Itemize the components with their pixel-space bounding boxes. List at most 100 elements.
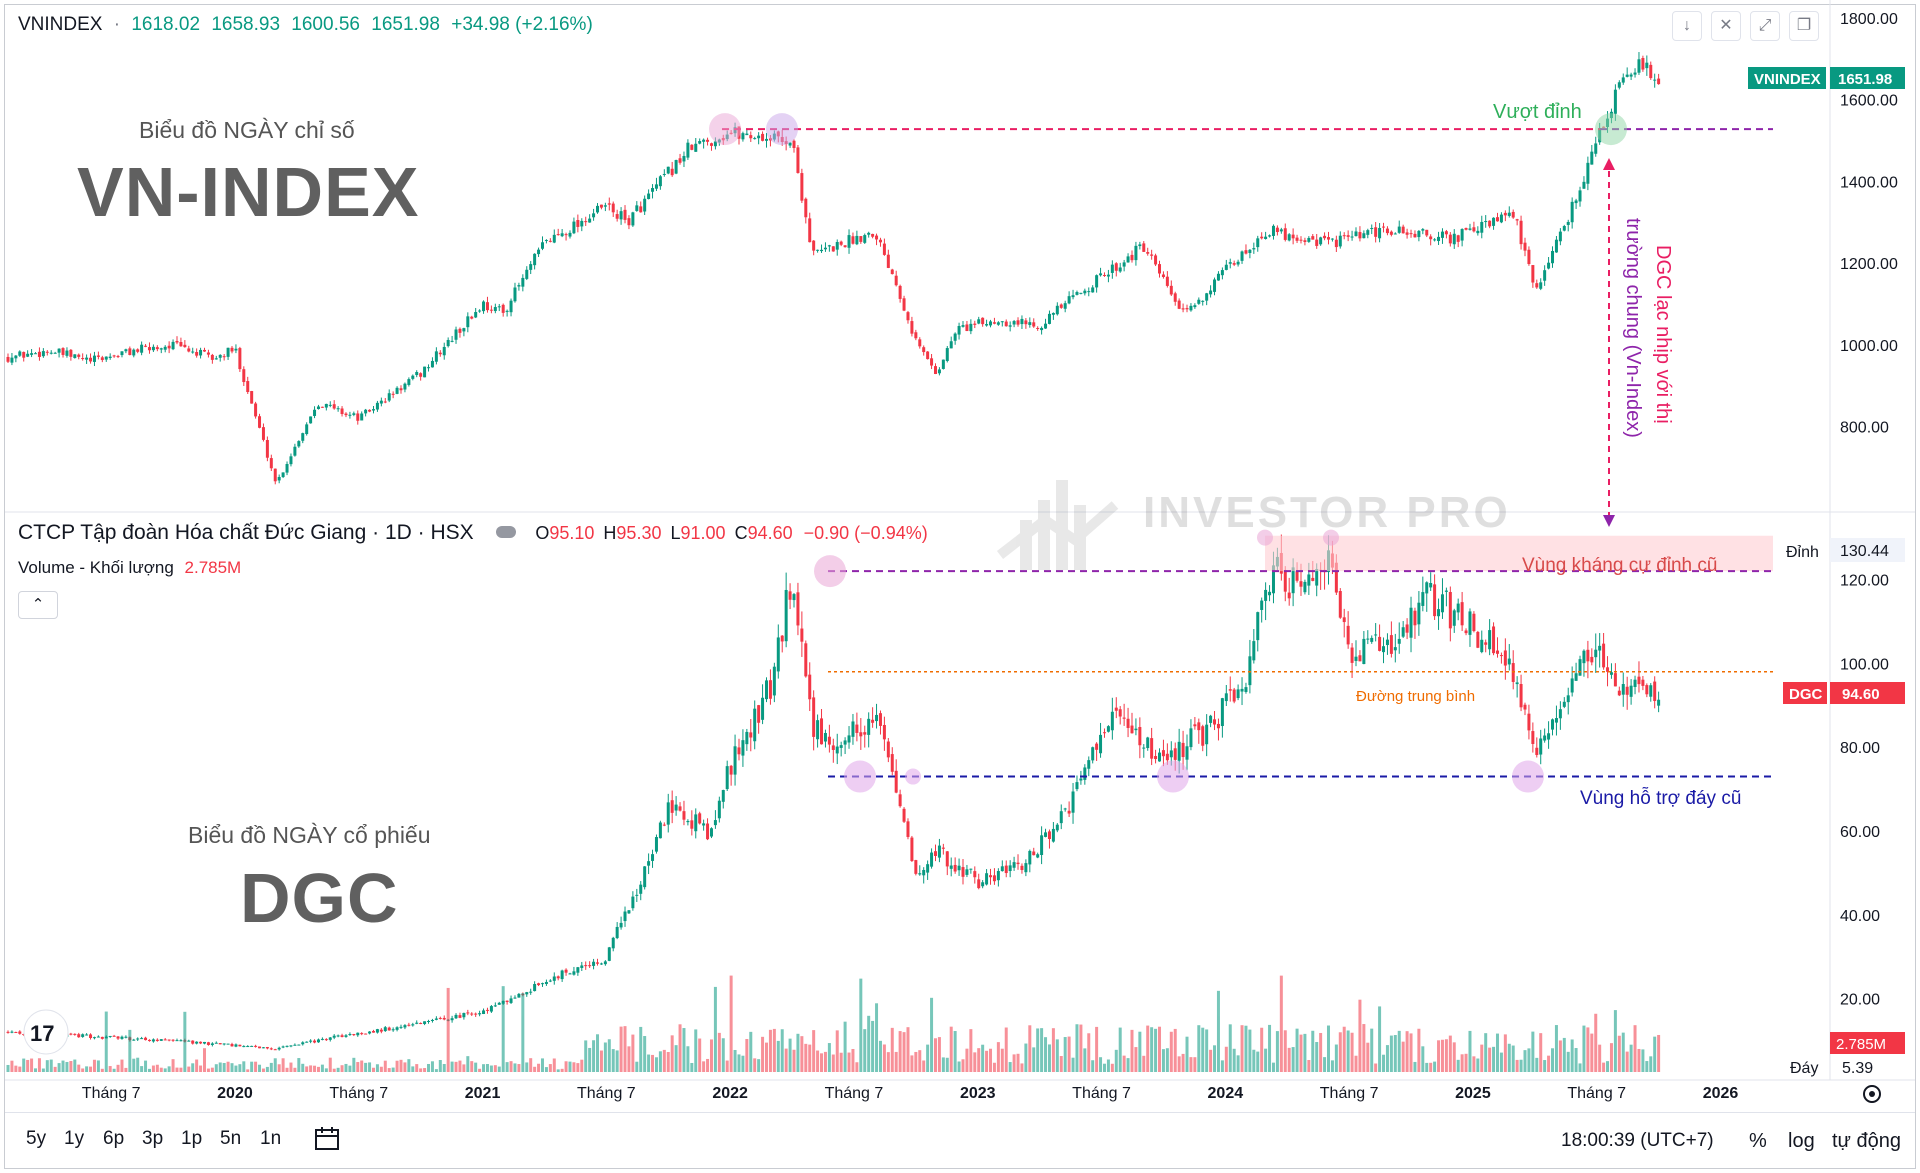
candle-body xyxy=(1256,238,1260,248)
volume-bar xyxy=(434,1069,438,1072)
volume-bar xyxy=(85,1066,89,1072)
volume-bar xyxy=(96,1060,100,1072)
candle-body xyxy=(1523,242,1527,251)
candle-body xyxy=(140,344,144,353)
top-symbol[interactable]: VNINDEX xyxy=(18,14,103,35)
restore-icon[interactable]: ❐ xyxy=(1789,11,1819,41)
candle-body xyxy=(1028,322,1032,325)
candle-body xyxy=(985,324,989,326)
top-symbol-tag: VNINDEX xyxy=(1754,71,1821,88)
y-tick-label: 800.00 xyxy=(1840,419,1889,436)
auto-scale-toggle[interactable]: tự động xyxy=(1832,1130,1901,1152)
volume-bar xyxy=(1228,1024,1232,1072)
volume-bar xyxy=(1326,1025,1330,1072)
eye-toggle-icon[interactable] xyxy=(495,526,516,539)
candle-body xyxy=(725,766,729,790)
candle-body xyxy=(540,983,544,985)
candle-body xyxy=(654,837,658,852)
close-icon[interactable]: ✕ xyxy=(1711,11,1741,41)
candle-body xyxy=(666,166,670,174)
bottom-subtitle: Biểu đồ NGÀY cổ phiếu xyxy=(188,822,431,848)
candle-body xyxy=(1197,299,1201,304)
candle-body xyxy=(1248,249,1252,253)
candle-body xyxy=(340,1035,344,1038)
arrow-down-icon[interactable]: ↓ xyxy=(1672,11,1702,41)
candle-body xyxy=(466,316,470,328)
candle-body xyxy=(1008,865,1012,872)
volume-bar xyxy=(658,1051,662,1072)
candle-body xyxy=(49,352,53,354)
volume-bar xyxy=(368,1062,372,1072)
volume-bar xyxy=(450,1061,454,1072)
price-charts[interactable]: INVESTOR PRO 1800.00 1600.00 1400.00 1200.00… xyxy=(0,0,1920,1112)
candle-body xyxy=(1291,234,1295,239)
candle-body xyxy=(1437,609,1441,617)
candle-body xyxy=(627,910,631,914)
volume-bar xyxy=(1036,1028,1040,1072)
volume-bar xyxy=(1653,1036,1657,1072)
candle-body xyxy=(1252,641,1256,661)
candle-body xyxy=(800,628,804,642)
range-button-1n[interactable]: 1n xyxy=(260,1128,282,1149)
range-button-1p[interactable]: 1p xyxy=(181,1128,203,1149)
candle-body xyxy=(1047,831,1051,840)
log-toggle[interactable]: log xyxy=(1788,1130,1815,1152)
volume-bar xyxy=(839,1052,843,1072)
candle-body xyxy=(1539,282,1543,289)
volume-bar xyxy=(1452,1042,1456,1072)
candle-body xyxy=(1409,607,1413,638)
candle-body xyxy=(544,240,548,242)
candle-body xyxy=(509,300,513,313)
candle-body xyxy=(1468,611,1472,635)
candle-body xyxy=(1452,610,1456,626)
candle-body xyxy=(1244,250,1248,254)
candle-body xyxy=(258,416,262,428)
range-button-5n[interactable]: 5n xyxy=(220,1128,242,1149)
candle-body xyxy=(882,243,886,255)
candle-body xyxy=(1429,582,1433,588)
volume-bar xyxy=(533,1066,537,1072)
volume-bar xyxy=(1264,1048,1268,1072)
volume-bar xyxy=(1095,1026,1099,1072)
candle-body xyxy=(607,947,611,961)
candle-body xyxy=(1044,323,1048,329)
peak-tag-label: Đỉnh xyxy=(1786,544,1819,561)
candle-body xyxy=(1389,635,1393,654)
volume-bar xyxy=(568,1061,572,1072)
volume-bar xyxy=(1586,1027,1590,1072)
range-button-3p[interactable]: 3p xyxy=(142,1128,164,1149)
collapse-legend-button[interactable]: ⌃ xyxy=(18,591,58,619)
volume-bar xyxy=(1150,1027,1154,1072)
support-marker xyxy=(844,760,876,793)
candle-body xyxy=(199,349,203,356)
candle-body xyxy=(906,821,910,837)
percent-toggle[interactable]: % xyxy=(1749,1130,1767,1152)
volume-bar xyxy=(1012,1054,1016,1072)
candle-body xyxy=(792,140,796,149)
resistance-marker xyxy=(1323,529,1339,546)
range-button-5y[interactable]: 5y xyxy=(26,1128,47,1149)
stock-title[interactable]: CTCP Tập đoàn Hóa chất Đức Giang · 1D · … xyxy=(18,521,474,544)
candle-body xyxy=(18,1031,22,1034)
volume-bar xyxy=(902,1032,906,1072)
candle-body xyxy=(812,240,816,251)
low-label: L xyxy=(670,523,681,543)
candle-body xyxy=(234,1044,238,1047)
candle-body xyxy=(379,400,383,404)
candle-body xyxy=(470,316,474,319)
candle-body xyxy=(654,184,658,189)
y-tick-label: 120.00 xyxy=(1840,573,1889,590)
chevron-up-icon: ⌃ xyxy=(31,596,45,613)
candle-body xyxy=(395,387,399,394)
calendar-range-icon[interactable] xyxy=(313,1125,343,1153)
range-button-1y[interactable]: 1y xyxy=(64,1128,85,1149)
clock-time[interactable]: 18:00:39 (UTC+7) xyxy=(1561,1130,1714,1151)
candle-body xyxy=(584,965,588,967)
volume-bar xyxy=(753,1058,757,1072)
maximize-icon[interactable]: ⤢ xyxy=(1750,11,1780,41)
candle-body xyxy=(407,1024,411,1026)
volume-bar xyxy=(1201,1027,1205,1072)
candle-body xyxy=(764,680,768,700)
candle-body xyxy=(886,741,890,758)
range-button-6p[interactable]: 6p xyxy=(103,1128,125,1149)
